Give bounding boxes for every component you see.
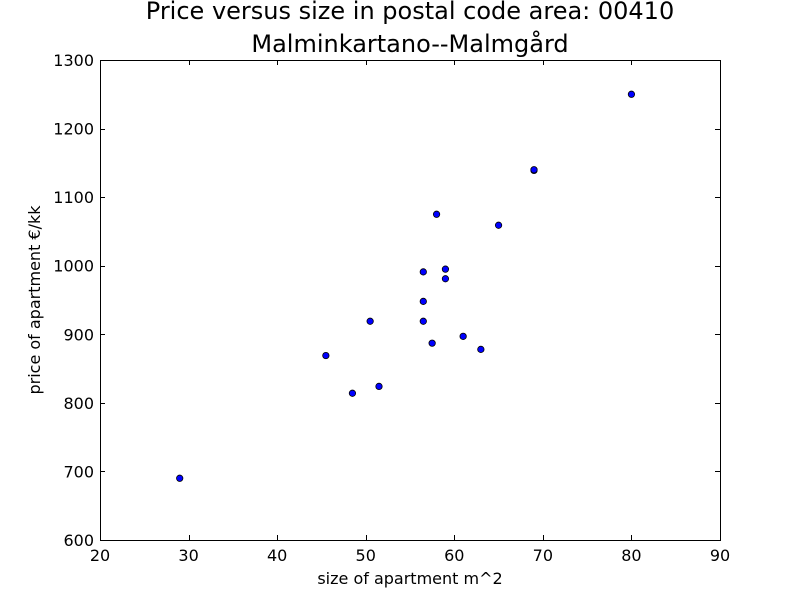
x-tick-label: 40 <box>267 546 287 565</box>
x-tick-label: 30 <box>178 546 198 565</box>
data-point <box>419 297 427 305</box>
chart-title-line-2: Malminkartano--Malmgård <box>251 29 568 58</box>
y-tick-label: 1000 <box>53 257 94 276</box>
data-point <box>366 317 374 325</box>
data-point <box>530 166 538 174</box>
axis-ticks: 20 30 40 50 60 70 80 90 600 700 800 900 1000 1100 1200… <box>53 51 730 565</box>
y-axis-label: price of apartment €/kk <box>25 205 44 395</box>
x-tick-label: 20 <box>90 546 110 565</box>
y-tick-label: 1300 <box>53 51 94 70</box>
chart-title-line-1: Price versus size in postal code area: 0… <box>146 0 674 25</box>
data-point <box>419 268 427 276</box>
data-point <box>459 332 467 340</box>
data-point <box>176 474 184 482</box>
data-point <box>441 275 450 283</box>
y-tick-label: 900 <box>63 325 94 344</box>
data-point <box>322 351 330 360</box>
data-points <box>176 90 636 482</box>
y-tick-label: 600 <box>63 531 94 550</box>
x-tick-label: 90 <box>710 546 730 565</box>
data-point <box>348 389 357 397</box>
data-point <box>419 317 427 325</box>
data-point <box>432 210 441 218</box>
x-tick-label: 60 <box>444 546 464 565</box>
y-tick-label: 700 <box>63 462 94 481</box>
data-point <box>477 345 485 353</box>
x-tick-label: 80 <box>621 546 641 565</box>
plot-frame <box>100 60 721 541</box>
y-tick-label: 800 <box>63 394 94 413</box>
x-tick-label: 70 <box>533 546 553 565</box>
data-point <box>428 339 436 347</box>
data-point <box>627 90 636 98</box>
y-tick-label: 1200 <box>53 120 94 139</box>
data-point <box>494 221 503 229</box>
data-point <box>441 265 450 273</box>
x-tick-label: 50 <box>356 546 376 565</box>
data-point <box>375 382 383 390</box>
x-axis-label: size of apartment m^2 <box>317 569 502 588</box>
y-tick-label: 1100 <box>53 188 94 207</box>
